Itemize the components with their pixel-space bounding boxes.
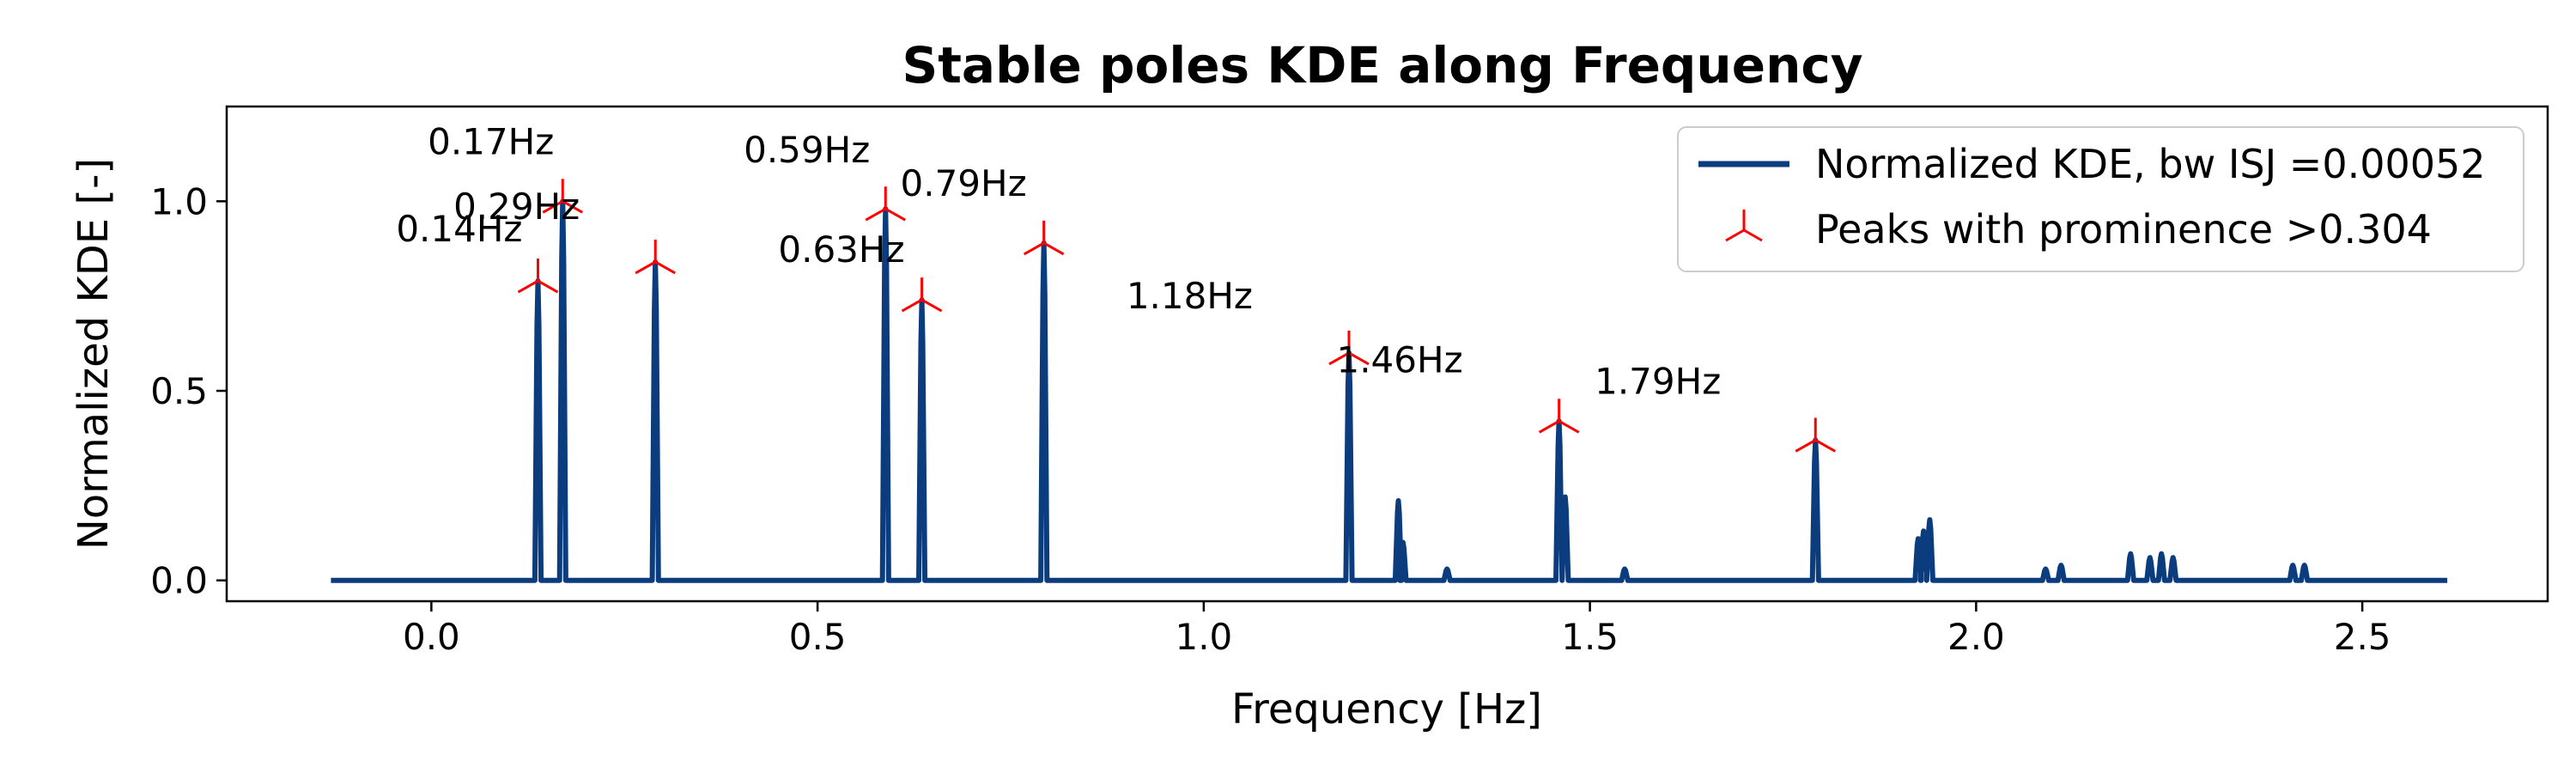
legend-label-kde: Normalized KDE, bw ISJ =0.00052 bbox=[1815, 141, 2486, 187]
peak-label: 0.79Hz bbox=[901, 162, 1027, 204]
peak-label: 0.63Hz bbox=[778, 228, 904, 271]
y-tick-label: 1.0 bbox=[150, 180, 208, 222]
peak-label: 0.17Hz bbox=[428, 120, 554, 162]
y-axis-label: Normalized KDE [-] bbox=[70, 158, 118, 550]
peak-marker bbox=[1795, 417, 1837, 453]
peak-marker bbox=[542, 179, 584, 214]
x-tick-label: 1.5 bbox=[1561, 616, 1619, 658]
legend-peak-marker-icon bbox=[1725, 210, 1763, 242]
y-tick-label: 0.5 bbox=[150, 370, 208, 412]
chart-title: Stable poles KDE along Frequency bbox=[902, 36, 1862, 94]
x-tick-label: 2.5 bbox=[2334, 616, 2391, 658]
peak-label: 1.18Hz bbox=[1127, 275, 1253, 317]
peak-markers-layer bbox=[517, 179, 1837, 453]
peak-label: 0.59Hz bbox=[744, 129, 870, 171]
peak-marker bbox=[865, 186, 907, 222]
legend: Normalized KDE, bw ISJ =0.00052 Peaks wi… bbox=[1677, 126, 2524, 272]
kde-line-layer bbox=[331, 198, 2448, 583]
peak-marker bbox=[1538, 399, 1580, 434]
peak-label: 1.46Hz bbox=[1336, 338, 1462, 380]
x-axis-label: Frequency [Hz] bbox=[1231, 685, 1542, 733]
peak-marker bbox=[1328, 330, 1370, 366]
x-tick-label: 0.0 bbox=[403, 616, 460, 658]
legend-box bbox=[1677, 126, 2524, 272]
peak-marker bbox=[635, 239, 676, 275]
peak-marker bbox=[901, 277, 943, 313]
peak-marker bbox=[1023, 220, 1065, 256]
peak-marker bbox=[517, 259, 559, 294]
axis-ticks: 0.0 0.5 1.0 1.5 2.0 2.5 0.0 0.5 1.0 bbox=[150, 180, 2391, 658]
y-tick-label: 0.0 bbox=[150, 560, 208, 602]
peak-label: 1.79Hz bbox=[1595, 360, 1721, 402]
x-tick-label: 2.0 bbox=[1947, 616, 2005, 658]
peak-label: 0.29Hz bbox=[453, 186, 580, 228]
peak-label: 0.14Hz bbox=[396, 208, 522, 250]
legend-label-peaks: Peaks with prominence >0.304 bbox=[1815, 206, 2432, 253]
x-tick-label: 1.0 bbox=[1175, 616, 1232, 658]
x-tick-label: 0.5 bbox=[789, 616, 847, 658]
kde-line bbox=[331, 198, 2448, 583]
peak-labels-layer: 0.14Hz 0.17Hz 0.29Hz 0.59Hz 0.63Hz 0.79Hz 1.18… bbox=[396, 120, 1721, 402]
